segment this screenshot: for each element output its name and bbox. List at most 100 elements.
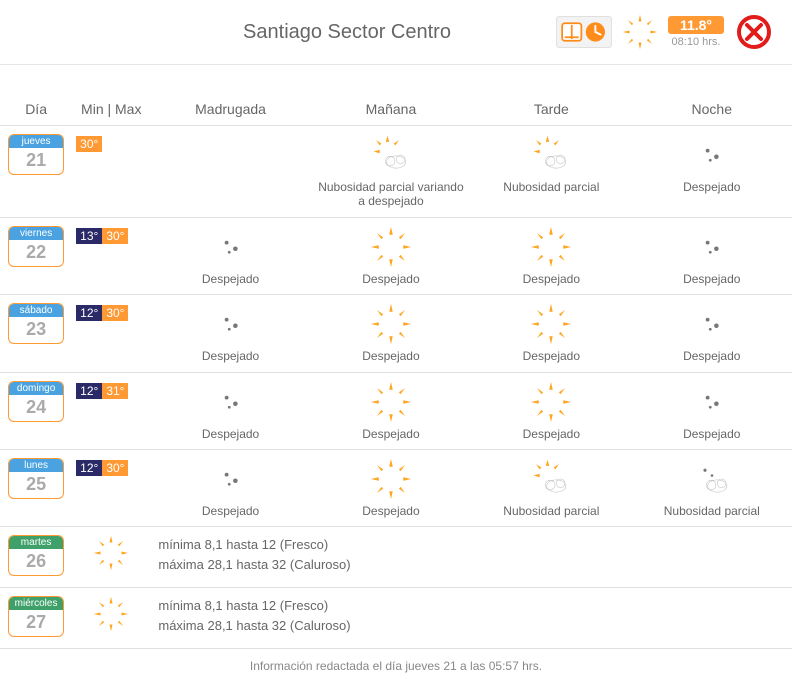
day-chip[interactable]: martes 26 (8, 535, 64, 576)
current-temp: 11.8° (668, 16, 724, 34)
moon-icon (691, 303, 733, 345)
info-badges[interactable] (556, 16, 612, 48)
day-name: domingo (9, 382, 63, 395)
sun-icon (93, 535, 129, 571)
extended-line-min: mínima 8,1 hasta 12 (Fresco) (158, 535, 788, 555)
forecast-cell: Nubosidad parcial (475, 134, 627, 194)
forecast-cell: Despejado (475, 381, 627, 441)
minmax: 12°31° (76, 383, 128, 399)
moon-icon (210, 303, 252, 345)
col-dia: Día (0, 93, 72, 126)
header: Santiago Sector Centro 11.8° 08:10 hrs. (0, 0, 792, 65)
table-row: lunes 25 12°30° Despejado Despejado Nubo… (0, 449, 792, 526)
sun-icon (93, 596, 129, 632)
day-number: 27 (9, 610, 63, 636)
clock-legend-icon (558, 18, 610, 46)
temp-max: 30° (102, 228, 128, 244)
weather-widget: Santiago Sector Centro 11.8° 08:10 hrs. (0, 0, 792, 683)
location-title: Santiago Sector Centro (18, 21, 556, 44)
temp-max: 30° (102, 460, 128, 476)
temp-max: 30° (76, 136, 102, 152)
forecast-cell: Nubosidad parcial (636, 458, 788, 518)
extended-line-max: máxima 28,1 hasta 32 (Caluroso) (158, 616, 788, 636)
day-chip[interactable]: viernes 22 (8, 226, 64, 267)
sun-cloud-icon (370, 134, 412, 176)
header-right: 11.8° 08:10 hrs. (556, 12, 774, 52)
col-manana: Mañana (311, 93, 471, 126)
forecast-label: Despejado (202, 272, 259, 286)
forecast-cell: Nubosidad parcial variando a despejado (315, 134, 467, 209)
forecast-cell: Despejado (154, 381, 306, 441)
forecast-label: Despejado (202, 349, 259, 363)
forecast-label: Despejado (523, 349, 580, 363)
day-name: sábado (9, 304, 63, 317)
day-name: lunes (9, 459, 63, 472)
footer-note: Información redactada el día jueves 21 a… (0, 649, 792, 683)
moon-icon (691, 134, 733, 176)
forecast-label: Despejado (683, 272, 740, 286)
forecast-label: Despejado (362, 349, 419, 363)
forecast-label: Nubosidad parcial variando a despejado (315, 180, 467, 209)
forecast-cell: Despejado (154, 303, 306, 363)
close-button[interactable] (734, 12, 774, 52)
forecast-cell: Despejado (636, 134, 788, 194)
day-name: jueves (9, 135, 63, 148)
table-row-extended: miércoles 27 mínima 8,1 hasta 12 (Fresco… (0, 588, 792, 649)
forecast-label: Despejado (523, 427, 580, 441)
moon-icon (210, 226, 252, 268)
forecast-label: Despejado (362, 427, 419, 441)
temp-max: 30° (102, 305, 128, 321)
moon-icon (691, 381, 733, 423)
temp-max: 31° (102, 383, 128, 399)
minmax: 12°30° (76, 305, 128, 321)
day-number: 22 (9, 240, 63, 266)
current-temp-box: 11.8° 08:10 hrs. (668, 16, 724, 48)
day-name: viernes (9, 227, 63, 240)
sun-icon (530, 226, 572, 268)
col-noche: Noche (632, 93, 792, 126)
day-chip[interactable]: domingo 24 (8, 381, 64, 422)
forecast-label: Despejado (683, 180, 740, 194)
forecast-table: Día Min | Max Madrugada Mañana Tarde Noc… (0, 93, 792, 649)
table-row: jueves 21 30° Nubosidad parcial variando… (0, 126, 792, 218)
minmax: 12°30° (76, 460, 128, 476)
sun-cloud-icon (530, 458, 572, 500)
table-header-row: Día Min | Max Madrugada Mañana Tarde Noc… (0, 93, 792, 126)
col-minmax: Min | Max (72, 93, 150, 126)
forecast-cell: Despejado (315, 303, 467, 363)
forecast-label: Despejado (683, 349, 740, 363)
forecast-label: Nubosidad parcial (664, 504, 760, 518)
forecast-cell: Despejado (315, 458, 467, 518)
moon-cloud-icon (691, 458, 733, 500)
day-number: 23 (9, 317, 63, 343)
moon-icon (210, 458, 252, 500)
day-chip[interactable]: lunes 25 (8, 458, 64, 499)
forecast-cell: Despejado (315, 381, 467, 441)
forecast-label: Despejado (523, 272, 580, 286)
sun-icon (622, 14, 658, 50)
temp-min: 12° (76, 383, 102, 399)
sun-icon (370, 458, 412, 500)
extended-line-max: máxima 28,1 hasta 32 (Caluroso) (158, 555, 788, 575)
forecast-label: Despejado (362, 504, 419, 518)
day-name: martes (9, 536, 63, 549)
minmax: 13°30° (76, 228, 128, 244)
sun-icon (370, 303, 412, 345)
close-icon (736, 14, 772, 50)
day-chip[interactable]: jueves 21 (8, 134, 64, 175)
extended-text: mínima 8,1 hasta 12 (Fresco) máxima 28,1… (154, 596, 788, 635)
moon-icon (210, 381, 252, 423)
forecast-label: Despejado (683, 427, 740, 441)
moon-icon (691, 226, 733, 268)
day-chip[interactable]: miércoles 27 (8, 596, 64, 637)
forecast-cell: Despejado (315, 226, 467, 286)
current-time: 08:10 hrs. (672, 36, 721, 48)
sun-icon (530, 303, 572, 345)
forecast-cell: Despejado (475, 226, 627, 286)
table-row: sábado 23 12°30° Despejado Despejado Des… (0, 295, 792, 372)
day-chip[interactable]: sábado 23 (8, 303, 64, 344)
temp-min: 12° (76, 305, 102, 321)
extended-text: mínima 8,1 hasta 12 (Fresco) máxima 28,1… (154, 535, 788, 574)
sun-icon (530, 381, 572, 423)
forecast-cell: Despejado (154, 226, 306, 286)
